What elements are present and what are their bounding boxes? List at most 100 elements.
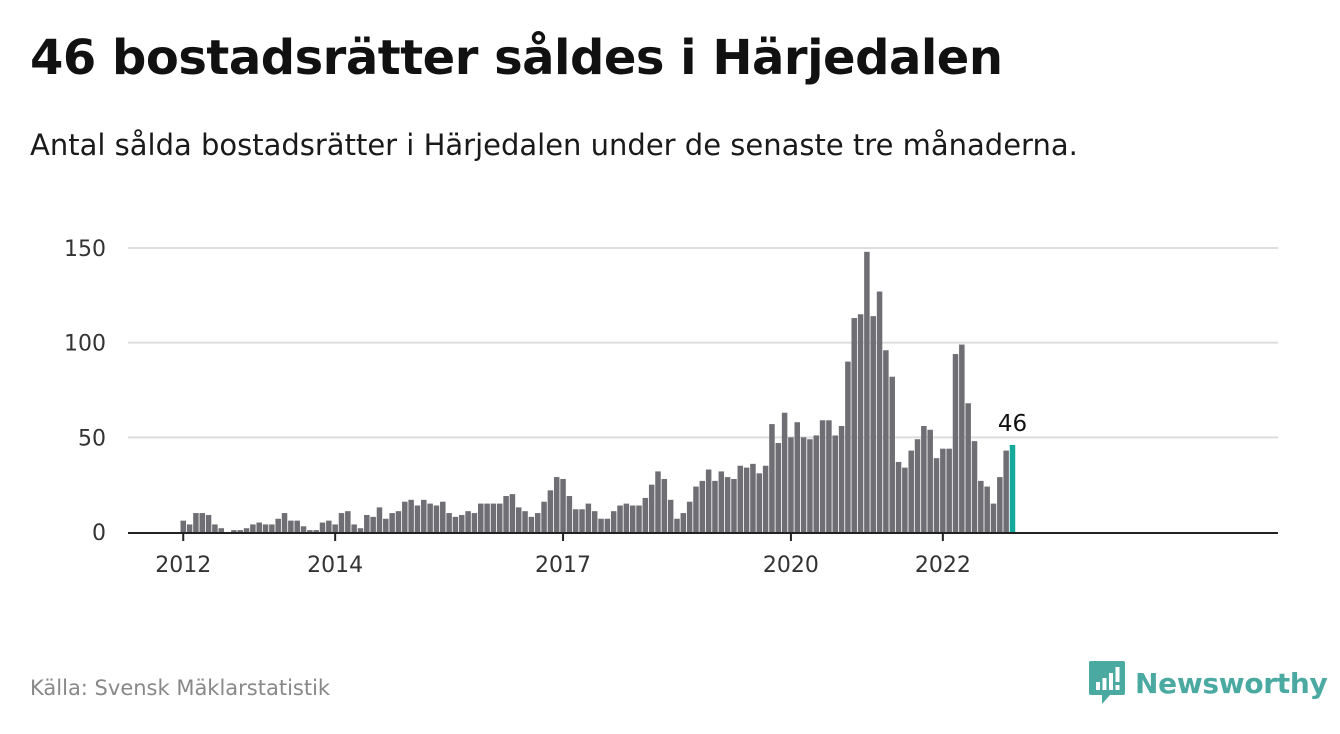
bar — [914, 439, 921, 532]
bar — [876, 291, 883, 532]
bar — [243, 528, 250, 532]
bar — [610, 511, 617, 532]
chart-title: 46 bostadsrätter såldes i Härjedalen — [30, 30, 1003, 86]
bar — [231, 530, 237, 532]
bar — [718, 471, 725, 532]
bar — [553, 477, 560, 532]
bar-chart: 0 50 100 150 2012 2014 2017 2020 2022 46 — [64, 237, 1278, 578]
data-label-last: 46 — [998, 411, 1027, 437]
bar — [775, 443, 782, 532]
y-tick-label: 50 — [78, 426, 106, 451]
bar — [705, 469, 712, 532]
bar — [750, 463, 756, 532]
bar — [433, 505, 440, 532]
bar — [281, 513, 288, 532]
bar — [655, 471, 661, 532]
bar — [288, 520, 294, 532]
bar — [275, 518, 281, 532]
bar — [522, 511, 528, 532]
bar — [237, 530, 243, 532]
bar — [826, 420, 832, 532]
bar — [921, 425, 927, 532]
gridlines — [128, 247, 1278, 439]
bar — [699, 480, 706, 532]
bar — [205, 514, 212, 532]
bar — [838, 425, 845, 532]
chart-subtitle: Antal sålda bostadsrätter i Härjedalen u… — [30, 128, 1078, 162]
bar — [908, 450, 914, 532]
bar — [940, 448, 946, 532]
bar — [370, 516, 376, 532]
bars — [180, 251, 1016, 532]
bar — [452, 516, 459, 532]
bar — [832, 435, 838, 532]
bar — [427, 503, 433, 532]
bar — [515, 507, 522, 532]
bar — [490, 503, 497, 532]
bar — [990, 503, 997, 532]
bar — [623, 503, 630, 532]
newsworthy-logo-icon — [1089, 661, 1125, 704]
bar — [218, 528, 224, 532]
bar — [300, 526, 307, 532]
bar — [459, 514, 465, 532]
bar — [965, 403, 971, 532]
bar — [465, 511, 471, 532]
bar — [376, 507, 383, 532]
bar — [648, 484, 655, 532]
bar — [997, 477, 1003, 532]
bar — [902, 467, 908, 532]
x-tick-label: 2012 — [155, 553, 211, 578]
bar — [971, 441, 978, 532]
bar — [503, 496, 509, 532]
bar — [674, 518, 680, 532]
bar — [528, 516, 535, 532]
y-tick-label: 150 — [64, 237, 106, 262]
bar — [883, 350, 889, 532]
bar — [446, 513, 452, 532]
bar — [319, 522, 326, 532]
bar — [345, 511, 351, 532]
bar — [541, 501, 547, 532]
bar — [566, 496, 573, 532]
bar — [819, 420, 826, 532]
bar — [629, 505, 636, 532]
x-axis-ticks: 2012 2014 2017 2020 2022 — [155, 534, 971, 578]
bar — [864, 251, 870, 532]
bar — [414, 505, 421, 532]
bar — [383, 518, 389, 532]
bar — [952, 354, 959, 532]
bar — [199, 513, 205, 532]
bar — [338, 513, 345, 532]
bar — [395, 511, 402, 532]
y-axis-ticks: 0 50 100 150 — [64, 237, 106, 546]
newsworthy-logo-text: Newsworthy — [1135, 666, 1328, 700]
bar — [547, 490, 554, 532]
bar — [484, 503, 490, 532]
bar — [326, 520, 332, 532]
bar-highlight — [1009, 444, 1016, 532]
x-tick-label: 2014 — [307, 553, 363, 578]
bar — [572, 509, 579, 532]
bar — [667, 499, 674, 532]
bar — [534, 513, 541, 532]
bar — [307, 530, 313, 532]
data-labels: 46 — [998, 411, 1027, 437]
bar — [585, 503, 592, 532]
bar — [984, 486, 990, 532]
bar — [857, 314, 864, 532]
bar — [186, 524, 193, 532]
bar — [180, 520, 186, 532]
bar — [421, 499, 427, 532]
bar — [813, 435, 819, 532]
bar — [357, 528, 364, 532]
bar — [756, 473, 763, 532]
bar — [946, 448, 952, 532]
bar — [313, 530, 319, 532]
bar — [933, 458, 940, 532]
bar — [408, 499, 414, 532]
bar — [927, 429, 933, 532]
bar — [762, 465, 769, 532]
bar — [364, 514, 370, 532]
bar — [497, 503, 503, 532]
